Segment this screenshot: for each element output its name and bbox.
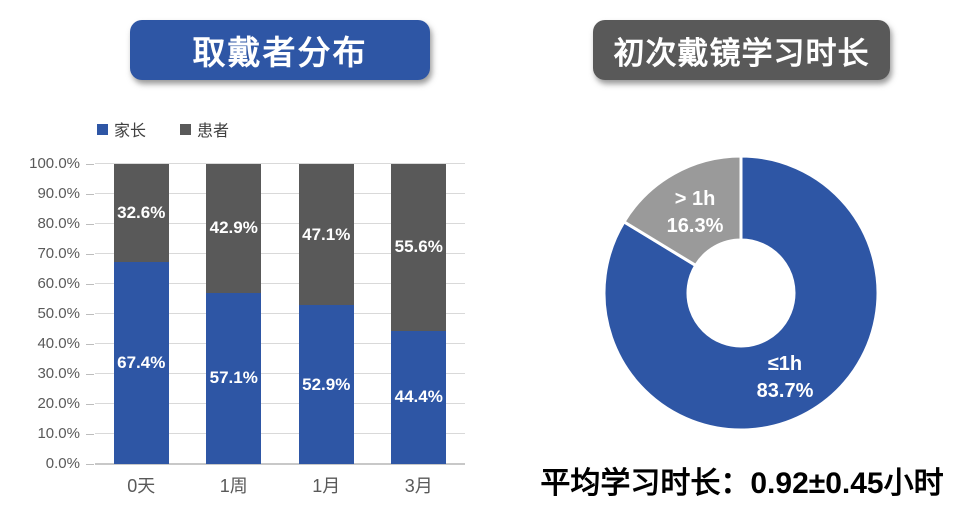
y-tick-label: 20.0% — [37, 395, 80, 412]
x-tick-label: 0天 — [127, 476, 156, 496]
legend-item-patient: 患者 — [180, 117, 229, 141]
bar-data-label: 42.9% — [209, 218, 258, 238]
stacked-bar-1月: 52.9% 47.1% — [298, 164, 354, 464]
donut-slice-le1h — [602, 154, 880, 432]
y-tick-label: 50.0% — [37, 305, 80, 322]
stacked-bar-0天: 67.4% 32.6% — [113, 164, 169, 464]
gridline — [95, 433, 465, 434]
gridline — [95, 373, 465, 374]
bar-data-label: 32.6% — [117, 202, 166, 222]
donut-svg — [602, 154, 880, 432]
legend-label: 患者 — [197, 123, 230, 140]
bar-segment-患者: 42.9% — [206, 164, 262, 293]
x-tick-label: 1月 — [312, 476, 341, 496]
donut-chart-title: 初次戴镜学习时长 — [613, 35, 870, 71]
bar-segment-患者: 47.1% — [298, 164, 354, 306]
gridline — [95, 163, 465, 164]
y-tick-mark — [86, 194, 94, 195]
average-duration-annotation: 平均学习时长：0.92±0.45小时 — [540, 467, 944, 500]
y-tick-mark — [86, 254, 94, 255]
bar-chart-title-banner: 取戴者分布 — [130, 20, 430, 80]
donut-slice-label: > 1h 16.3% — [666, 188, 724, 237]
y-tick-label: 70.0% — [37, 245, 80, 262]
y-tick-mark — [86, 314, 94, 315]
stacked-bar-1周: 57.1% 42.9% — [206, 164, 262, 464]
y-tick-mark — [86, 374, 94, 375]
y-tick-mark — [86, 164, 94, 165]
y-tick-label: 30.0% — [37, 365, 80, 382]
bar-segment-家长: 57.1% — [206, 292, 262, 464]
y-tick-label: 10.0% — [37, 425, 80, 442]
bar-data-label: 47.1% — [302, 224, 351, 244]
bar-data-label: 57.1% — [209, 368, 258, 388]
legend-swatch — [97, 123, 108, 135]
x-tick-label: 1周 — [219, 476, 248, 496]
gridline — [95, 193, 465, 194]
bar-chart-title: 取戴者分布 — [192, 34, 368, 71]
x-tick-label: 3月 — [404, 476, 433, 496]
legend-swatch — [180, 123, 192, 135]
donut-chart-title-banner: 初次戴镜学习时长 — [593, 20, 890, 80]
legend-item-parent: 家长 — [97, 117, 146, 141]
donut-chart: ≤1h 83.7% > 1h 16.3% — [601, 153, 881, 433]
y-tick-mark — [86, 284, 94, 285]
donut-slice-gt1h — [621, 154, 743, 268]
gridline — [95, 253, 465, 254]
x-axis-line — [95, 463, 465, 465]
stacked-bar-3月: 44.4% 55.6% — [391, 164, 447, 464]
gridline — [95, 343, 465, 344]
gridline — [95, 313, 465, 314]
gridline — [95, 403, 465, 404]
bar-data-label: 52.9% — [302, 374, 351, 394]
bar-data-label: 67.4% — [117, 352, 166, 372]
legend-label: 家长 — [114, 123, 147, 140]
bar-segment-患者: 55.6% — [391, 164, 447, 331]
y-tick-mark — [86, 404, 94, 405]
y-tick-mark — [86, 464, 94, 465]
y-tick-mark — [86, 224, 94, 225]
y-tick-label: 40.0% — [37, 335, 80, 352]
bar-chart-plot-area: 67.4% 32.6% 57.1% 42.9% 52.9% 47.1% 44.4% 55.6% — [95, 163, 465, 465]
y-tick-label: 60.0% — [37, 275, 80, 292]
gridline — [95, 223, 465, 224]
y-tick-label: 100.0% — [29, 155, 80, 172]
y-tick-mark — [86, 344, 94, 345]
bar-chart-legend: 家长 患者 — [97, 117, 263, 141]
bar-segment-家长: 52.9% — [298, 305, 354, 464]
bar-data-label: 55.6% — [394, 237, 443, 257]
donut-slice-label: ≤1h 83.7% — [756, 353, 814, 402]
y-tick-label: 0.0% — [45, 455, 80, 472]
bar-segment-家长: 67.4% — [113, 261, 169, 464]
bar-data-label: 44.4% — [394, 387, 443, 407]
gridline — [95, 283, 465, 284]
y-tick-label: 90.0% — [37, 185, 80, 202]
bar-segment-家长: 44.4% — [391, 330, 447, 464]
y-tick-label: 80.0% — [37, 215, 80, 232]
bar-segment-患者: 32.6% — [113, 164, 169, 262]
y-tick-mark — [86, 434, 94, 435]
